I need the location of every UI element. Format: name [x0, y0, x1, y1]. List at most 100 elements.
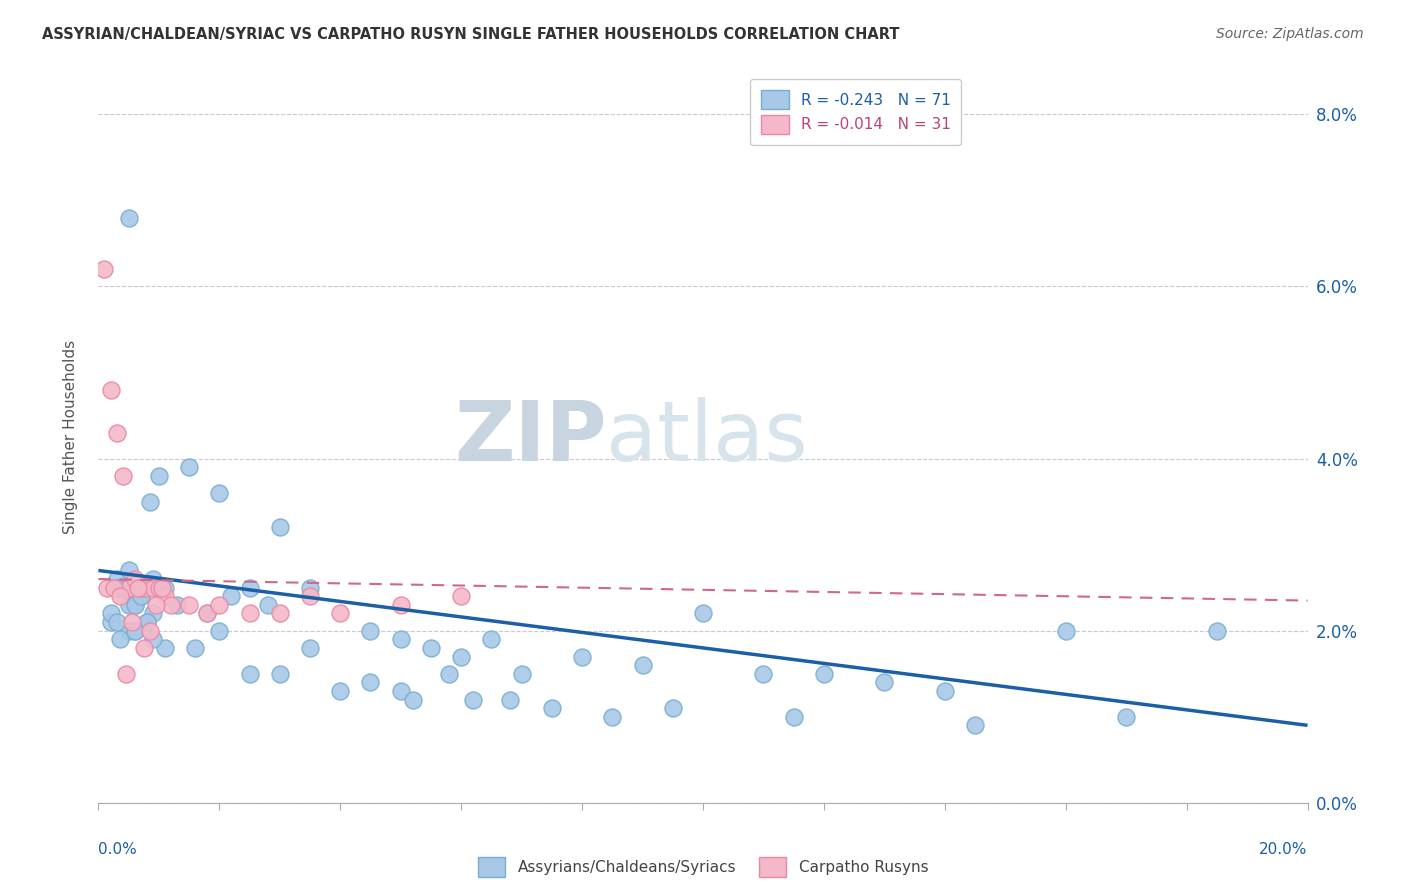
Point [195, 607, 218, 621]
Point [329, 684, 352, 698]
Point [105, 581, 128, 595]
Point [124, 598, 146, 612]
Point [269, 666, 291, 681]
Point [631, 658, 654, 673]
Point [132, 640, 155, 655]
Point [239, 666, 262, 681]
Point [510, 666, 533, 681]
Point [111, 468, 134, 483]
Point [127, 581, 149, 595]
Point [129, 589, 152, 603]
Point [139, 624, 162, 638]
Point [661, 701, 683, 715]
Point [450, 649, 472, 664]
Point [100, 607, 122, 621]
Point [129, 581, 152, 595]
Point [481, 632, 503, 647]
Legend: Assyrians/Chaldeans/Syriacs, Carpatho Rusyns: Assyrians/Chaldeans/Syriacs, Carpatho Ru… [470, 849, 936, 884]
Point [208, 624, 231, 638]
Point [124, 572, 146, 586]
Point [450, 589, 472, 603]
Point [783, 710, 806, 724]
Point [208, 598, 231, 612]
Point [111, 581, 134, 595]
Point [1206, 624, 1229, 638]
Point [571, 649, 593, 664]
Point [108, 589, 131, 603]
Point [389, 632, 412, 647]
Point [179, 598, 201, 612]
Point [118, 624, 141, 638]
Point [121, 615, 143, 629]
Point [389, 684, 412, 698]
Point [269, 520, 291, 534]
Point [135, 581, 157, 595]
Point [329, 607, 352, 621]
Point [142, 632, 165, 647]
Point [105, 425, 128, 440]
Text: atlas: atlas [606, 397, 808, 477]
Point [752, 666, 775, 681]
Point [114, 666, 136, 681]
Point [813, 666, 835, 681]
Text: 0.0%: 0.0% [98, 842, 138, 856]
Point [540, 701, 562, 715]
Point [108, 632, 131, 647]
Point [124, 624, 146, 638]
Point [124, 598, 146, 612]
Point [166, 598, 188, 612]
Text: 20.0%: 20.0% [1260, 842, 1308, 856]
Point [111, 581, 134, 595]
Point [135, 615, 157, 629]
Point [299, 581, 322, 595]
Point [269, 607, 291, 621]
Point [299, 640, 322, 655]
Point [299, 589, 322, 603]
Point [195, 607, 218, 621]
Point [142, 607, 165, 621]
Point [142, 572, 165, 586]
Point [360, 675, 382, 690]
Point [148, 581, 170, 595]
Point [142, 581, 165, 595]
Point [96, 581, 118, 595]
Point [153, 640, 176, 655]
Y-axis label: Single Father Households: Single Father Households [63, 340, 77, 534]
Point [360, 624, 382, 638]
Point [118, 564, 141, 578]
Point [148, 468, 170, 483]
Point [153, 589, 176, 603]
Point [965, 718, 987, 732]
Point [105, 572, 128, 586]
Point [1054, 624, 1077, 638]
Point [139, 494, 162, 508]
Point [103, 581, 125, 595]
Point [118, 598, 141, 612]
Point [118, 211, 141, 225]
Legend: R = -0.243   N = 71, R = -0.014   N = 31: R = -0.243 N = 71, R = -0.014 N = 31 [751, 79, 962, 145]
Point [420, 640, 443, 655]
Point [239, 607, 262, 621]
Point [179, 460, 201, 475]
Point [221, 589, 243, 603]
Point [105, 581, 128, 595]
Point [934, 684, 956, 698]
Point [256, 598, 278, 612]
Point [498, 692, 520, 706]
Point [602, 710, 624, 724]
Point [437, 666, 460, 681]
Point [118, 581, 141, 595]
Point [93, 262, 115, 277]
Text: ASSYRIAN/CHALDEAN/SYRIAC VS CARPATHO RUSYN SINGLE FATHER HOUSEHOLDS CORRELATION : ASSYRIAN/CHALDEAN/SYRIAC VS CARPATHO RUS… [42, 27, 900, 42]
Point [150, 581, 173, 595]
Point [160, 598, 183, 612]
Point [100, 615, 122, 629]
Point [692, 607, 714, 621]
Point [100, 383, 122, 397]
Point [135, 615, 157, 629]
Point [184, 640, 207, 655]
Point [402, 692, 425, 706]
Text: Source: ZipAtlas.com: Source: ZipAtlas.com [1216, 27, 1364, 41]
Point [239, 581, 262, 595]
Point [389, 598, 412, 612]
